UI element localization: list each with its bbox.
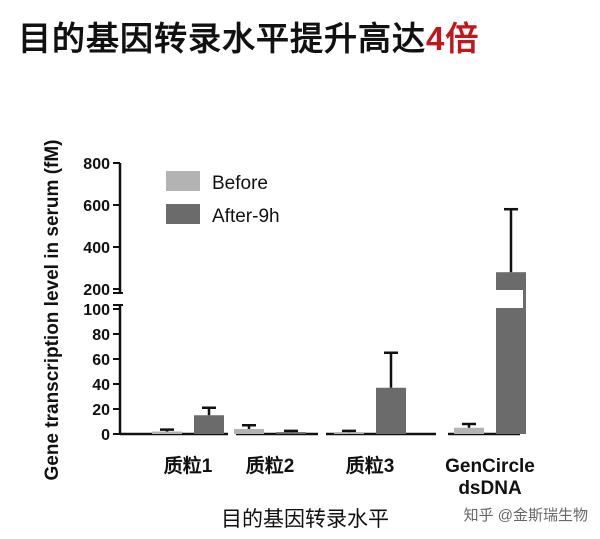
- bar-before: [234, 429, 264, 434]
- y-tick-label: 400: [83, 240, 110, 257]
- y-tick-label: 100: [83, 302, 110, 319]
- y-tick-label: 60: [92, 352, 110, 369]
- watermark: 知乎 @金斯瑞生物: [463, 507, 588, 524]
- y-axis-title: Gene transcription level in serum (fM): [42, 139, 63, 480]
- x-category-label: 质粒3: [346, 454, 395, 477]
- x-axis-title: 目的基因转录水平: [221, 508, 389, 531]
- y-tick-label: 40: [92, 377, 110, 394]
- axis-break-gap: [123, 290, 523, 308]
- bar-after: [276, 432, 306, 434]
- x-category-label: GenCircle: [445, 456, 535, 477]
- x-category-label: dsDNA: [458, 478, 522, 499]
- bar-before: [454, 427, 484, 434]
- legend-swatch-before: [166, 171, 200, 191]
- bar-before: [152, 431, 182, 434]
- chart-marks: 0 20 40 60 80 100 200 400 600 800 质粒1 质粒2 质粒3 GenCirc…: [83, 156, 535, 499]
- legend-label-before: Before: [212, 173, 268, 194]
- y-tick-label: 0: [101, 427, 110, 444]
- y-tick-label: 80: [92, 327, 110, 344]
- bar-before: [334, 432, 364, 434]
- y-tick-label: 800: [83, 156, 110, 173]
- title-highlight: 4倍: [426, 20, 480, 57]
- x-category-label: 质粒2: [246, 454, 295, 477]
- y-tick-label: 600: [83, 198, 110, 215]
- bar-after: [194, 415, 224, 434]
- legend: Before After-9h: [166, 171, 280, 227]
- y-tick-label: 200: [83, 282, 110, 299]
- bar-after: [376, 387, 406, 434]
- legend-label-after: After-9h: [212, 206, 280, 227]
- figure-title: 目的基因转录水平提升高达4倍: [18, 12, 479, 60]
- x-category-label: 质粒1: [164, 454, 213, 477]
- y-tick-label: 20: [92, 402, 110, 419]
- title-main: 目的基因转录水平提升高达: [18, 20, 426, 57]
- legend-swatch-after: [166, 204, 200, 224]
